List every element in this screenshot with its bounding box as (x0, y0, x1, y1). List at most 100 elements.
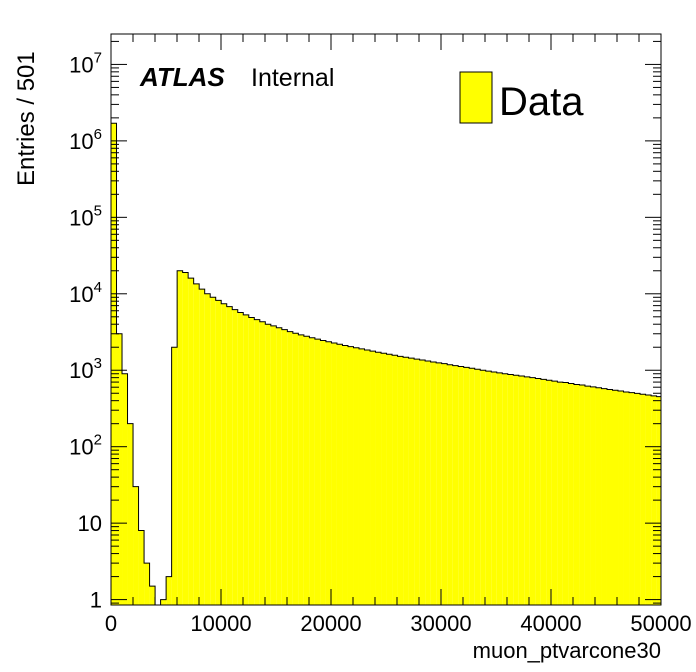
histogram-bar (292, 333, 299, 605)
histogram-bar (276, 327, 282, 605)
y-tick-label: 103 (69, 355, 102, 383)
histogram-bar (375, 352, 382, 605)
histogram-bar (166, 576, 172, 605)
histogram-bar (623, 391, 630, 605)
histogram-bar (612, 390, 619, 605)
histogram-bar (469, 368, 475, 605)
histogram-bar (381, 353, 387, 605)
histogram-bar (634, 393, 641, 605)
histogram-bar (430, 362, 437, 605)
histogram-bar (414, 359, 420, 605)
x-axis-label: muon_ptvarcone30 (473, 638, 661, 663)
histogram-bar (562, 382, 569, 605)
histogram-bar (116, 333, 123, 605)
histogram-bar (243, 314, 249, 605)
histogram-bar (458, 366, 464, 605)
histogram-bar (149, 586, 156, 605)
histogram-bar (199, 289, 205, 605)
histogram-bar (618, 391, 624, 605)
histogram-bar (491, 371, 497, 605)
histogram-bar (259, 321, 266, 605)
histogram-bar (546, 380, 552, 605)
x-tick-label: 30000 (410, 611, 471, 636)
y-tick-label: 106 (69, 126, 102, 154)
histogram-bar (529, 377, 536, 605)
histogram-bar (629, 392, 635, 605)
histogram-bar (133, 486, 139, 605)
histogram-bar (403, 357, 409, 605)
histogram-bar (397, 356, 404, 605)
x-tick-labels: 0 10000 20000 30000 40000 50000 (105, 611, 692, 636)
histogram-bar (127, 423, 134, 605)
histogram-bar (215, 300, 222, 605)
histogram-bar (177, 270, 183, 605)
y-tick-label: 102 (69, 432, 102, 460)
histogram-bar (513, 375, 519, 605)
histogram-bar (314, 339, 321, 605)
histogram-bar (502, 373, 508, 605)
histogram-bar (232, 309, 238, 605)
histogram-bar (171, 347, 178, 605)
x-tick-label: 10000 (190, 611, 251, 636)
histogram-bar (524, 376, 530, 605)
histogram-bar (386, 354, 393, 605)
histogram-bar (447, 364, 453, 605)
histogram-bar (595, 387, 602, 605)
histogram-bar (507, 374, 514, 605)
atlas-label: ATLAS (139, 62, 225, 92)
histogram-bar (573, 384, 580, 605)
histogram-bar (287, 331, 293, 605)
histogram-bar (237, 312, 244, 605)
histogram-bar (606, 389, 613, 605)
histogram-bar (408, 358, 415, 605)
histogram-bar (221, 303, 227, 605)
histogram-bar (342, 345, 348, 605)
histogram-bar (579, 385, 585, 605)
histogram-bar (353, 347, 359, 605)
legend-label-data: Data (499, 80, 584, 124)
histogram-bar (336, 344, 343, 605)
x-tick-label: 50000 (630, 611, 691, 636)
histogram-bar (557, 382, 563, 605)
axis-ticks (110, 34, 662, 605)
histogram-bar (601, 388, 607, 605)
histogram-bar (425, 361, 431, 605)
histogram-bar (370, 351, 376, 605)
x-tick-label: 20000 (300, 611, 361, 636)
histogram-bar (496, 372, 503, 605)
y-axis-label: Entries / 501 (13, 51, 40, 186)
y-tick-label: 104 (69, 279, 102, 307)
y-tick-labels: 1 10 102 103 104 105 106 107 (69, 49, 102, 612)
histogram-bar (325, 341, 332, 605)
histogram-bar (270, 325, 277, 605)
internal-label: Internal (251, 64, 334, 92)
histogram-bar (254, 319, 260, 605)
plot-frame (110, 33, 662, 606)
histogram-bar (392, 355, 398, 605)
histogram-bar (359, 348, 365, 605)
histogram-bar (138, 530, 145, 605)
histogram-bars (110, 122, 662, 606)
y-tick-label: 10 (78, 511, 102, 536)
histogram-bar (265, 324, 271, 605)
histogram-bar (188, 278, 194, 605)
x-tick-label: 40000 (520, 611, 581, 636)
histogram-bar (309, 337, 315, 605)
histogram-bar (590, 386, 596, 605)
histogram-bar (204, 293, 211, 605)
histogram-bar (248, 317, 255, 605)
histogram-bar (535, 378, 541, 605)
histogram-bar (331, 343, 337, 605)
histogram-bar (226, 306, 233, 605)
histogram-bar (540, 379, 547, 605)
histogram-bar (474, 369, 481, 605)
histogram-bar (347, 346, 354, 605)
histogram-bar (298, 334, 304, 605)
histogram-bar (144, 563, 150, 605)
histogram-bar (303, 336, 310, 605)
x-tick-label: 0 (105, 611, 117, 636)
histogram-bar (480, 370, 486, 605)
y-tick-label: 107 (69, 49, 102, 77)
histogram-bar (364, 349, 371, 605)
histogram-bar (122, 373, 128, 605)
